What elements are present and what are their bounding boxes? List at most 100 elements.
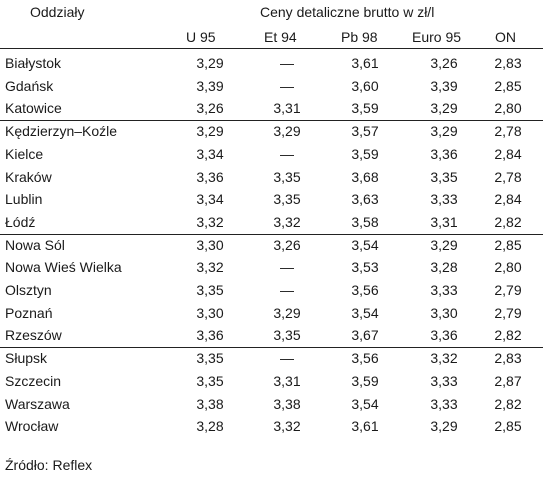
price-on: 2,84	[494, 145, 522, 162]
price-euro95: 3,29	[430, 123, 458, 140]
price-et94: 3,31	[273, 372, 301, 389]
price-euro95: 3,33	[430, 282, 458, 298]
price-u95: 3,35	[196, 350, 224, 367]
price-euro95: 3,32	[430, 350, 458, 367]
table-row: Gdańsk 3,39 — 3,60 3,39 2,85	[0, 75, 543, 97]
column-header-et94: Et 94	[264, 29, 297, 45]
price-pb98: 3,57	[351, 123, 379, 140]
table-row: Kraków 3,36 3,35 3,68 3,35 2,78	[0, 166, 543, 188]
price-pb98: 3,56	[351, 350, 379, 367]
price-u95: 3,35	[196, 282, 224, 298]
price-on: 2,78	[494, 123, 522, 140]
price-et94: 3,35	[273, 191, 301, 208]
price-u95: 3,39	[196, 77, 224, 94]
price-et94: 3,35	[273, 168, 301, 185]
price-euro95: 3,28	[430, 259, 458, 276]
table-row: Nowa Sól 3,30 3,26 3,54 3,29 2,85	[0, 234, 543, 256]
price-et94: —	[280, 55, 294, 71]
table-row: Słupsk 3,35 — 3,56 3,32 2,83	[0, 347, 543, 369]
table-row: Katowice 3,26 3,31 3,59 3,29 2,80	[0, 97, 543, 119]
price-u95: 3,34	[196, 145, 224, 162]
branch-name: Kędzierzyn–Koźle	[5, 123, 118, 140]
price-et94: 3,29	[273, 304, 301, 321]
price-on: 2,82	[494, 327, 522, 344]
price-on: 2,85	[494, 418, 522, 435]
table-row: Wrocław 3,28 3,32 3,61 3,29 2,85	[0, 415, 543, 437]
branch-name: Kielce	[5, 145, 44, 162]
price-pb98: 3,61	[351, 418, 379, 435]
branch-name: Gdańsk	[5, 77, 54, 94]
price-u95: 3,32	[196, 259, 224, 276]
price-et94: —	[280, 350, 294, 367]
price-u95: 3,38	[196, 395, 224, 412]
table-row: Rzeszów 3,36 3,35 3,67 3,36 2,82	[0, 324, 543, 346]
price-euro95: 3,36	[430, 327, 458, 344]
price-pb98: 3,59	[351, 100, 379, 117]
price-on: 2,78	[494, 168, 522, 185]
column-header-pb98: Pb 98	[341, 29, 378, 45]
price-euro95: 3,39	[430, 77, 458, 94]
price-pb98: 3,58	[351, 213, 379, 230]
header-divider	[0, 48, 543, 49]
branch-name: Poznań	[5, 304, 53, 321]
price-et94: —	[280, 259, 294, 276]
price-on: 2,83	[494, 55, 522, 71]
price-u95: 3,32	[196, 213, 224, 230]
table-row: Kielce 3,34 — 3,59 3,36 2,84	[0, 143, 543, 165]
price-et94: —	[280, 145, 294, 162]
column-header-euro95: Euro 95	[412, 29, 462, 45]
branch-name: Kraków	[5, 168, 52, 185]
price-euro95: 3,26	[430, 55, 458, 71]
price-et94: 3,32	[273, 418, 301, 435]
group-divider	[0, 120, 543, 121]
price-euro95: 3,33	[430, 395, 458, 412]
price-pb98: 3,60	[351, 77, 379, 94]
table-row: Kędzierzyn–Koźle 3,29 3,29 3,57 3,29 2,78	[0, 120, 543, 142]
branch-name: Nowa Wieś Wielka	[5, 259, 122, 276]
price-pb98: 3,54	[351, 236, 379, 253]
price-u95: 3,28	[196, 418, 224, 435]
table-row: Lublin 3,34 3,35 3,63 3,33 2,84	[0, 188, 543, 210]
price-et94: —	[280, 282, 294, 298]
table-row: Warszawa 3,38 3,38 3,54 3,33 2,82	[0, 393, 543, 415]
price-on: 2,85	[494, 77, 522, 94]
price-euro95: 3,29	[430, 100, 458, 117]
price-euro95: 3,33	[430, 191, 458, 208]
price-pb98: 3,67	[351, 327, 379, 344]
price-on: 2,85	[494, 236, 522, 253]
group-divider	[0, 347, 543, 348]
branch-name: Wrocław	[5, 418, 59, 435]
price-on: 2,82	[494, 213, 522, 230]
price-on: 2,80	[494, 100, 522, 117]
price-u95: 3,36	[196, 168, 224, 185]
table-row: Olsztyn 3,35 — 3,56 3,33 2,79	[0, 279, 543, 301]
price-u95: 3,29	[196, 55, 224, 71]
branch-name: Olsztyn	[5, 282, 52, 298]
price-euro95: 3,36	[430, 145, 458, 162]
branch-name: Nowa Sól	[5, 236, 65, 253]
price-on: 2,79	[494, 282, 522, 298]
price-et94: —	[280, 77, 294, 94]
price-on: 2,79	[494, 304, 522, 321]
branch-name: Warszawa	[5, 395, 70, 412]
price-et94: 3,31	[273, 100, 301, 117]
branch-name: Rzeszów	[5, 327, 62, 344]
price-on: 2,82	[494, 395, 522, 412]
price-et94: 3,29	[273, 123, 301, 140]
branch-name: Łódź	[5, 213, 36, 230]
price-euro95: 3,31	[430, 213, 458, 230]
price-u95: 3,34	[196, 191, 224, 208]
price-on: 2,87	[494, 372, 522, 389]
price-pb98: 3,54	[351, 304, 379, 321]
price-et94: 3,26	[273, 236, 301, 253]
price-u95: 3,29	[196, 123, 224, 140]
price-pb98: 3,63	[351, 191, 379, 208]
prices-header: Ceny detaliczne brutto w zł/l	[260, 4, 435, 20]
branch-name: Słupsk	[5, 350, 48, 367]
price-euro95: 3,33	[430, 372, 458, 389]
price-pb98: 3,54	[351, 395, 379, 412]
price-on: 2,84	[494, 191, 522, 208]
price-pb98: 3,59	[351, 372, 379, 389]
price-pb98: 3,61	[351, 55, 379, 71]
